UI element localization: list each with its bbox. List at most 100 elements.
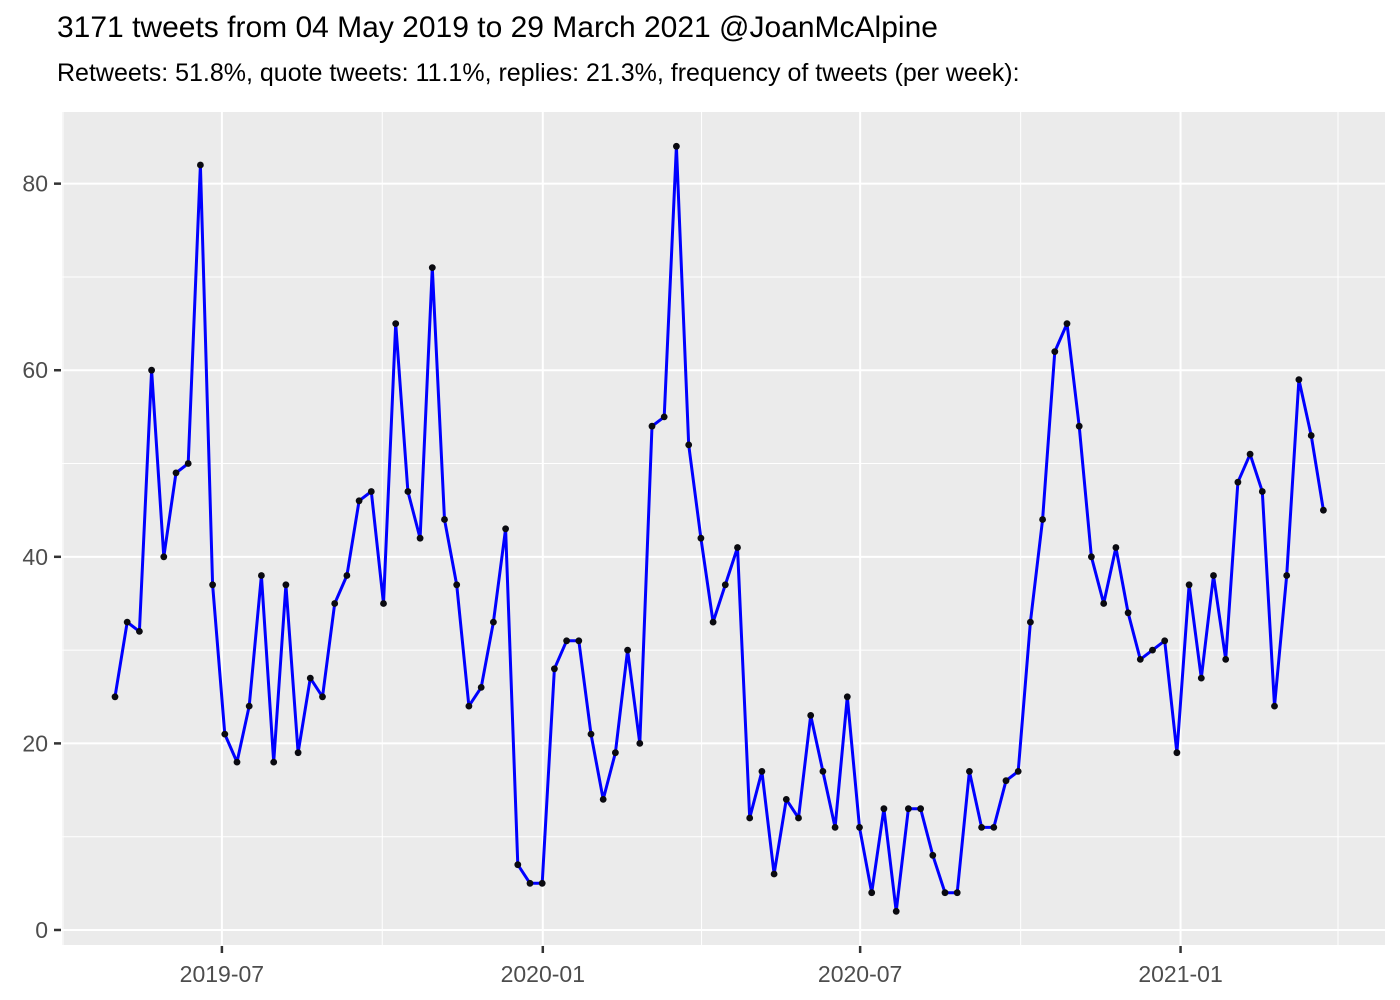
data-point	[721, 581, 729, 589]
data-point	[1027, 618, 1034, 626]
data-point	[221, 730, 229, 738]
data-point	[660, 413, 668, 421]
data-point	[636, 740, 644, 747]
data-point	[319, 693, 326, 701]
data-point	[795, 814, 802, 822]
data-point	[538, 879, 546, 887]
y-axis-tick-label: 0	[35, 917, 48, 943]
data-point	[416, 534, 424, 542]
data-point	[1063, 320, 1071, 327]
data-point	[111, 693, 119, 701]
chart-title: 3171 tweets from 04 May 2019 to 29 March…	[57, 11, 938, 44]
tweet-frequency-line	[113, 144, 1325, 913]
data-point	[892, 907, 900, 915]
x-axis-tick-label: 2019-07	[180, 961, 264, 987]
data-point	[392, 320, 400, 327]
data-point	[990, 824, 998, 831]
data-point	[270, 758, 278, 766]
data-point	[294, 749, 302, 757]
data-point	[233, 758, 241, 766]
data-point	[734, 544, 741, 551]
data-point	[160, 553, 168, 561]
data-point	[746, 814, 754, 822]
data-point	[1149, 646, 1156, 654]
data-point	[136, 628, 143, 635]
data-point	[819, 768, 827, 775]
data-point	[1197, 674, 1205, 682]
data-point	[856, 824, 863, 831]
data-point	[172, 469, 180, 477]
data-point	[404, 488, 412, 495]
data-point	[648, 422, 656, 430]
data-point	[624, 646, 631, 654]
data-point	[1051, 348, 1059, 355]
data-point	[770, 870, 778, 878]
data-point	[599, 796, 607, 803]
data-point	[843, 693, 851, 701]
data-point	[1014, 768, 1022, 775]
data-point	[526, 879, 534, 887]
x-axis-tick-label: 2020-01	[501, 961, 585, 987]
data-point	[428, 264, 436, 271]
data-point	[1185, 581, 1193, 589]
data-point	[697, 534, 705, 542]
data-point	[514, 861, 522, 869]
data-point	[306, 674, 314, 682]
data-point	[441, 516, 448, 523]
data-point	[1320, 506, 1327, 514]
data-point	[331, 600, 339, 607]
data-point	[123, 618, 131, 626]
data-point	[197, 161, 204, 169]
data-point	[563, 637, 570, 645]
data-point	[245, 702, 253, 710]
data-point	[1234, 478, 1242, 486]
data-point	[978, 824, 985, 831]
data-point	[587, 730, 595, 738]
plot-panel	[62, 112, 1385, 945]
data-point	[929, 851, 937, 859]
data-point	[1002, 777, 1010, 785]
data-point	[1210, 572, 1217, 579]
data-point	[1161, 637, 1169, 645]
data-point	[355, 497, 363, 505]
data-point	[917, 805, 924, 813]
data-point	[1039, 516, 1046, 523]
data-point	[709, 618, 717, 626]
data-point	[453, 581, 461, 589]
data-point	[685, 441, 693, 449]
data-point	[1112, 544, 1120, 551]
y-axis-tick-label: 40	[22, 544, 48, 570]
x-axis-tick-label: 2020-07	[818, 961, 902, 987]
data-point	[612, 749, 619, 757]
data-point	[343, 572, 351, 579]
data-point	[367, 488, 375, 495]
data-point	[868, 889, 876, 897]
data-point	[807, 712, 815, 719]
data-point	[380, 600, 387, 607]
data-point	[490, 618, 497, 626]
data-point	[880, 805, 888, 813]
data-point	[575, 637, 583, 645]
data-point	[1258, 488, 1266, 495]
data-point	[1136, 656, 1144, 663]
data-point	[1222, 656, 1230, 663]
y-axis-tick-label: 20	[22, 730, 48, 756]
data-point	[477, 684, 485, 691]
data-point	[758, 768, 766, 775]
data-point	[966, 768, 973, 775]
data-point	[465, 702, 473, 710]
data-point	[941, 889, 949, 897]
data-point	[148, 366, 156, 374]
data-point	[1100, 600, 1108, 607]
data-point	[831, 824, 839, 831]
y-axis-tick-label: 80	[22, 171, 48, 197]
data-point	[673, 142, 680, 150]
data-point	[551, 665, 558, 673]
data-point	[258, 572, 265, 579]
data-point	[1075, 422, 1083, 430]
data-point	[502, 525, 509, 533]
x-axis-tick-label: 2021-01	[1138, 961, 1222, 987]
data-point	[282, 581, 290, 589]
data-point	[782, 796, 790, 803]
